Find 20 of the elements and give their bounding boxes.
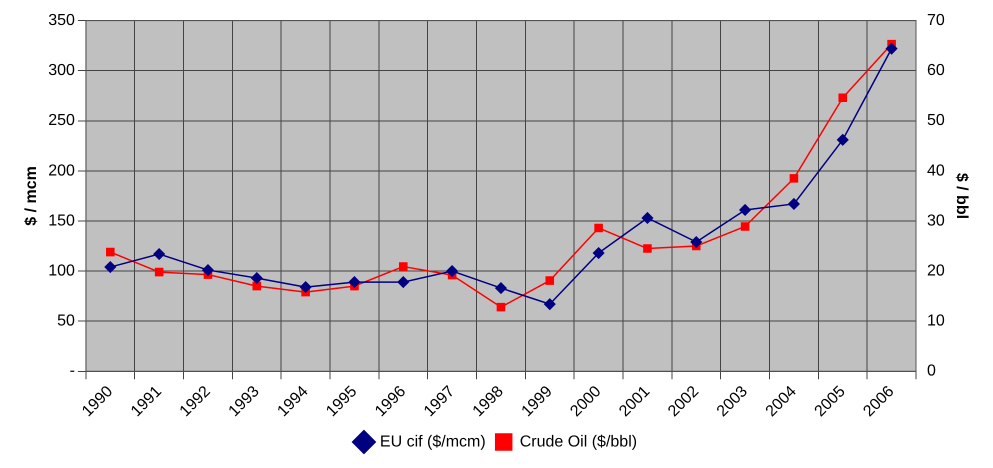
y2-tick-label: 50	[927, 112, 945, 130]
legend-label: Crude Oil ($/bbl)	[520, 433, 638, 450]
y-tick-label: -	[70, 362, 75, 380]
y-tick-label: 300	[48, 62, 75, 80]
y2-tick-label: 70	[927, 12, 945, 30]
y-tick-label: 350	[48, 12, 75, 30]
y-tick-label: 150	[48, 212, 75, 230]
y-tick-label: 100	[48, 262, 75, 280]
y-axis-title: $ / mcm	[23, 166, 40, 226]
y2-tick-label: 20	[927, 262, 945, 280]
y2-tick-label: 10	[927, 312, 945, 330]
y2-tick-label: 30	[927, 212, 945, 230]
y-tick-label: 250	[48, 112, 75, 130]
y-tick-label: 50	[57, 312, 75, 330]
y2-tick-label: 40	[927, 162, 945, 180]
legend-label: EU cif ($/mcm)	[380, 433, 486, 450]
y2-axis-title: $ / bbl	[952, 172, 970, 220]
y2-tick-label: 0	[927, 362, 936, 380]
y-tick-label: 200	[48, 162, 75, 180]
y2-tick-label: 60	[927, 62, 945, 80]
